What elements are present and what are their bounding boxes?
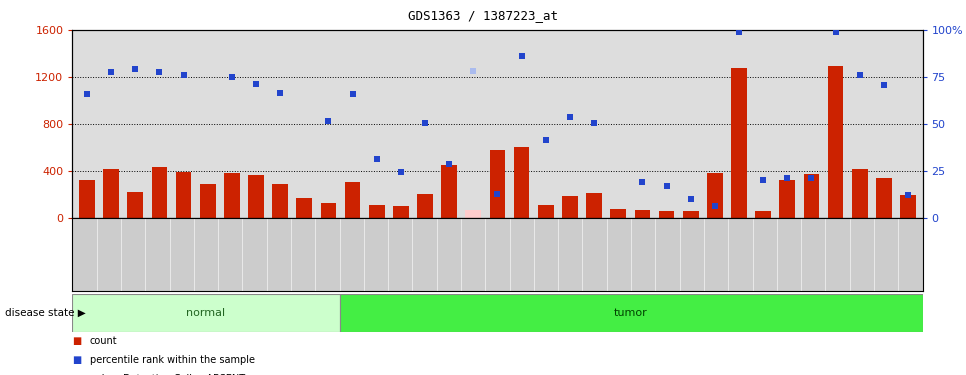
Bar	[683, 211, 698, 217]
Bar	[466, 210, 481, 218]
Bar	[900, 195, 916, 217]
Text: normal: normal	[186, 308, 226, 318]
Text: ■: ■	[72, 355, 82, 365]
Bar	[224, 173, 240, 217]
Bar	[755, 211, 771, 217]
Bar	[780, 180, 795, 218]
Text: GDS1363 / 1387223_at: GDS1363 / 1387223_at	[408, 9, 558, 22]
Bar	[79, 180, 95, 218]
Bar	[200, 183, 215, 218]
Text: percentile rank within the sample: percentile rank within the sample	[90, 355, 255, 365]
Bar	[659, 211, 674, 217]
Bar	[152, 167, 167, 217]
Text: count: count	[90, 336, 118, 346]
Bar	[586, 194, 602, 217]
Bar	[103, 169, 119, 217]
Bar	[345, 182, 360, 218]
Bar	[417, 194, 433, 217]
Bar	[272, 183, 288, 218]
Text: disease state ▶: disease state ▶	[5, 308, 86, 318]
Bar	[176, 172, 191, 217]
Bar	[707, 173, 723, 217]
Bar	[514, 147, 529, 218]
Bar	[731, 68, 747, 218]
Bar	[562, 196, 578, 217]
Bar	[297, 198, 312, 217]
Bar	[538, 205, 554, 218]
Bar	[393, 206, 409, 218]
Bar	[635, 210, 650, 218]
Bar	[490, 150, 505, 217]
Text: ■: ■	[72, 336, 82, 346]
Bar	[128, 192, 143, 217]
Bar	[248, 176, 264, 217]
Bar	[340, 294, 923, 332]
Bar	[828, 66, 843, 218]
Bar	[441, 165, 457, 218]
Bar	[611, 209, 626, 218]
Bar	[321, 203, 336, 217]
Bar	[852, 169, 867, 217]
Bar	[72, 294, 340, 332]
Bar	[804, 174, 819, 217]
Text: tumor: tumor	[614, 308, 648, 318]
Bar	[876, 178, 892, 218]
Text: ■: ■	[72, 374, 82, 375]
Text: value, Detection Call = ABSENT: value, Detection Call = ABSENT	[90, 374, 245, 375]
Bar	[369, 205, 384, 218]
